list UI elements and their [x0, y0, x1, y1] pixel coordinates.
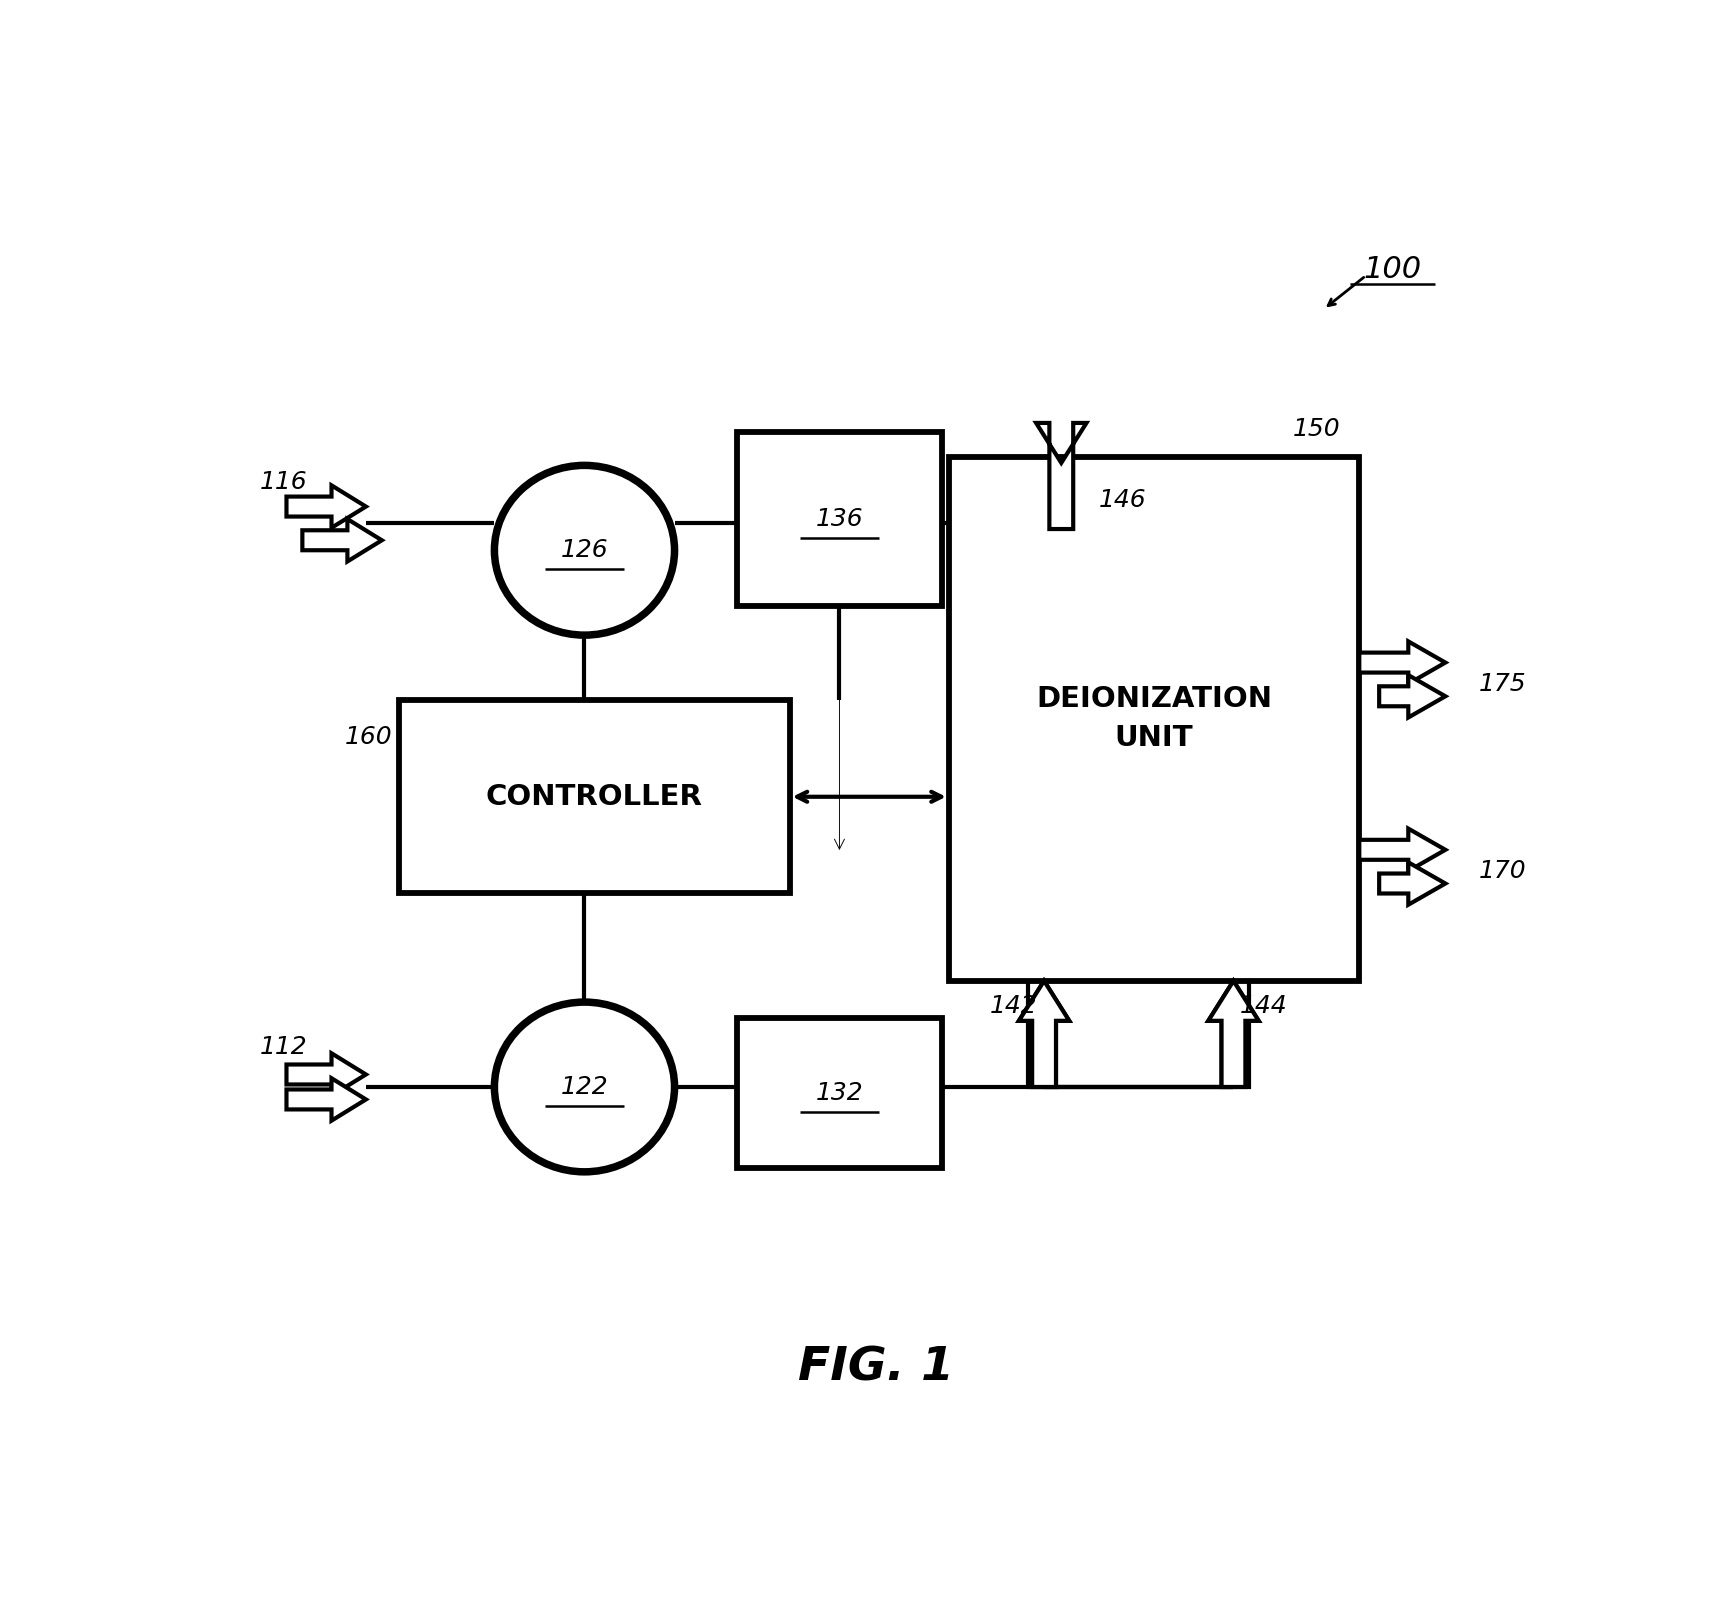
Polygon shape [287, 1054, 366, 1096]
Text: 136: 136 [815, 507, 863, 532]
Polygon shape [1379, 674, 1446, 718]
Bar [737, 431, 942, 606]
Bar [400, 700, 790, 893]
Polygon shape [1019, 981, 1070, 1088]
Polygon shape [1036, 423, 1087, 528]
Text: 150: 150 [1294, 417, 1340, 441]
Text: 122: 122 [561, 1075, 608, 1099]
Text: 144: 144 [1241, 994, 1287, 1018]
Bar [1029, 981, 1249, 1088]
Polygon shape [287, 1078, 366, 1120]
Bar [737, 1018, 942, 1169]
Polygon shape [1359, 642, 1446, 684]
Circle shape [494, 465, 675, 635]
Text: 116: 116 [260, 470, 308, 494]
Bar [948, 457, 1359, 981]
Text: FIG. 1: FIG. 1 [798, 1345, 954, 1391]
Text: 100: 100 [1364, 254, 1422, 284]
Text: 146: 146 [1099, 488, 1147, 512]
Text: CONTROLLER: CONTROLLER [485, 783, 702, 810]
Polygon shape [1208, 981, 1258, 1088]
Text: 112: 112 [260, 1036, 308, 1059]
Polygon shape [1019, 981, 1070, 1088]
Text: 170: 170 [1478, 859, 1526, 883]
Text: 126: 126 [561, 538, 608, 562]
Polygon shape [287, 485, 366, 528]
Circle shape [494, 1002, 675, 1172]
Text: 142: 142 [990, 994, 1037, 1018]
Text: 132: 132 [815, 1081, 863, 1106]
Polygon shape [302, 519, 381, 561]
Polygon shape [1379, 862, 1446, 905]
Text: DEIONIZATION
UNIT: DEIONIZATION UNIT [1036, 686, 1271, 752]
Polygon shape [1359, 828, 1446, 870]
Polygon shape [1208, 981, 1258, 1088]
Text: 160: 160 [345, 726, 393, 749]
Text: 175: 175 [1478, 671, 1526, 695]
